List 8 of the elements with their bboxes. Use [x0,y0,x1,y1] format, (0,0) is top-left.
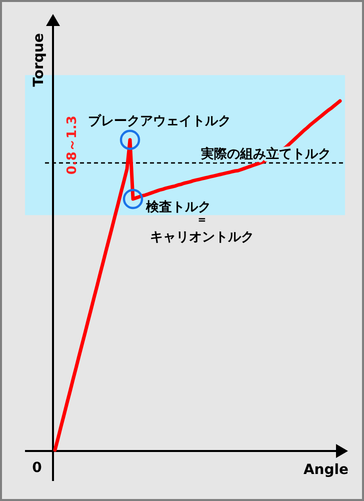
annotation: = [198,215,206,226]
annotation: キャリオントルク [150,230,254,245]
x-axis-title: Angle [303,462,349,478]
text: 0 [32,460,42,476]
y-axis-title: Torque [31,33,47,87]
band-label: 0.8～1.3 [65,116,80,175]
annotation: 検査トルク [145,200,211,215]
annotation: ブレークアウェイトルク [88,112,231,129]
